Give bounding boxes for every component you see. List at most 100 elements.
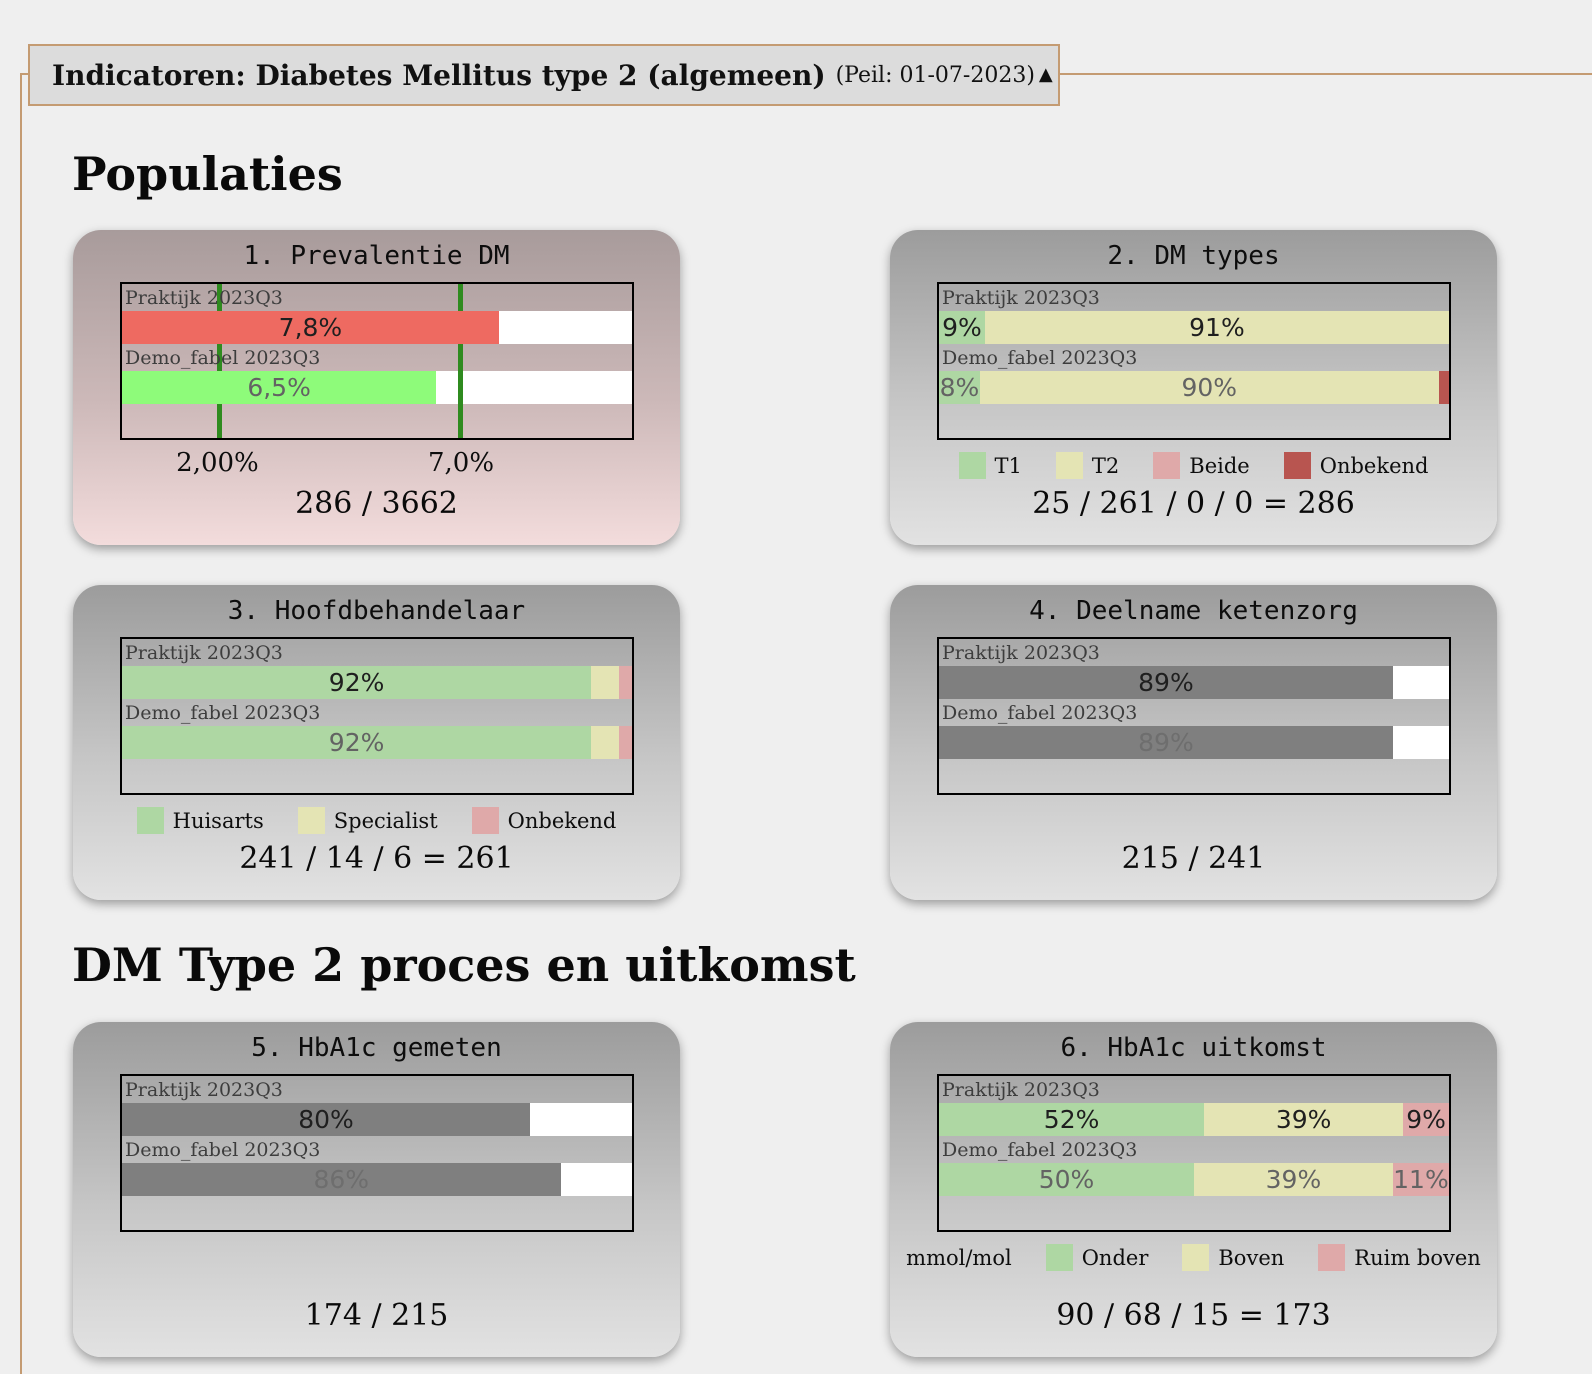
legend-item: T2 xyxy=(1055,452,1120,479)
legend: T1 T2 Beide Onbekend xyxy=(890,452,1497,479)
bar-segment: 6,5% xyxy=(122,371,437,404)
plot-area: Praktijk 2023Q3 80% Demo_fabel 2023Q3 86% xyxy=(120,1074,634,1232)
plot-area: Praktijk 2023Q3 52% 39% 9% Demo_fabel 2023Q3… xyxy=(937,1074,1451,1232)
indicator-panel: Indicatoren: Diabetes Mellitus type 2 (a… xyxy=(20,44,1592,1374)
panel-title: Indicatoren: Diabetes Mellitus type 2 (a… xyxy=(52,58,826,92)
legend-label: Huisarts xyxy=(172,808,264,833)
bar-segment xyxy=(618,726,632,759)
bar-track: 9% 91% xyxy=(939,311,1449,344)
plot-area: Praktijk 2023Q3 89% Demo_fabel 2023Q3 89% xyxy=(937,637,1451,795)
bar-segment: 9% xyxy=(1403,1103,1449,1136)
legend-item: Onbekend xyxy=(471,807,616,834)
legend-swatch xyxy=(1283,452,1311,479)
bar-segment: 80% xyxy=(122,1103,530,1136)
bar-track: 80% xyxy=(122,1103,632,1136)
indicator-card-3: 3. Hoofdbehandelaar Praktijk 2023Q3 92% Dem… xyxy=(73,585,680,900)
card-total: 215 / 241 xyxy=(1121,841,1266,876)
series-label: Praktijk 2023Q3 xyxy=(942,1079,1100,1101)
unit-label: mmol/mol xyxy=(906,1246,1012,1270)
card-title: 1. Prevalentie DM xyxy=(243,241,510,271)
bar-track: 52% 39% 9% xyxy=(939,1103,1449,1136)
legend-label: T2 xyxy=(1091,453,1120,478)
bar-segment xyxy=(618,666,632,699)
series-label: Demo_fabel 2023Q3 xyxy=(942,702,1138,724)
card-title: 2. DM types xyxy=(1107,241,1280,271)
axis-tick-label: 7,0% xyxy=(428,448,495,478)
bar-track: 89% xyxy=(939,666,1449,699)
panel-date: (Peil: 01-07-2023) xyxy=(835,62,1035,88)
bar-chart: Praktijk 2023Q3 92% Demo_fabel 2023Q3 92% xyxy=(120,637,634,795)
legend-item: Huisarts xyxy=(136,807,264,834)
bar-chart: Praktijk 2023Q3 9% 91% Demo_fabel 2023Q3 8% 9… xyxy=(937,282,1451,440)
legend-label: Onder xyxy=(1081,1245,1149,1270)
plot-area: Praktijk 2023Q3 9% 91% Demo_fabel 2023Q3 8% 9… xyxy=(937,282,1451,440)
indicator-card-5: 5. HbA1c gemeten Praktijk 2023Q3 80% Demo_f… xyxy=(73,1022,680,1357)
card-total: 286 / 3662 xyxy=(295,486,458,521)
section-proces-uitkomst: DM Type 2 proces en uitkomst 5. HbA1c ge… xyxy=(22,900,1592,1357)
bar-track: 89% xyxy=(939,726,1449,759)
legend-label: Ruim boven xyxy=(1354,1245,1481,1270)
indicator-card-2: 2. DM types Praktijk 2023Q3 9% 91% Demo_fabe… xyxy=(890,230,1497,545)
legend-swatch xyxy=(1045,1244,1073,1271)
legend-label: T1 xyxy=(994,453,1022,478)
bar-segment: 52% xyxy=(939,1103,1205,1136)
bar-segment: 92% xyxy=(122,726,592,759)
legend-label: Beide xyxy=(1189,453,1250,478)
bar-chart: Praktijk 2023Q3 7,8% Demo_fabel 2023Q3 6,5% xyxy=(120,282,634,440)
section-populaties: Populaties 1. Prevalentie DM Praktijk 202… xyxy=(22,75,1592,900)
bar-segment: 86% xyxy=(122,1163,561,1196)
norm-gridline xyxy=(458,284,464,438)
bar-track: 86% xyxy=(122,1163,632,1196)
section-title-populaties: Populaties xyxy=(72,147,343,201)
bar-track: 7,8% xyxy=(122,311,632,344)
legend-item: Boven xyxy=(1182,1244,1284,1271)
series-label: Praktijk 2023Q3 xyxy=(942,287,1100,309)
populaties-grid: 1. Prevalentie DM Praktijk 2023Q3 7,8% Demo… xyxy=(73,230,1592,900)
legend-item: T1 xyxy=(958,452,1022,479)
legend-swatch xyxy=(1055,452,1083,479)
legend-item: Onder xyxy=(1045,1244,1149,1271)
bar-segment: 90% xyxy=(979,371,1439,404)
card-total: 174 / 215 xyxy=(304,1298,449,1333)
legend-item: Onbekend xyxy=(1283,452,1429,479)
legend-swatch xyxy=(1318,1244,1346,1271)
legend-label: Onbekend xyxy=(1319,453,1429,478)
card-total: 241 / 14 / 6 = 261 xyxy=(239,841,514,876)
legend-item: Specialist xyxy=(297,807,438,834)
bar-segment: 89% xyxy=(939,666,1393,699)
legend-item: Ruim boven xyxy=(1318,1244,1481,1271)
series-label: Praktijk 2023Q3 xyxy=(125,287,283,309)
card-title: 4. Deelname ketenzorg xyxy=(1029,596,1358,626)
indicator-card-4: 4. Deelname ketenzorg Praktijk 2023Q3 89% D… xyxy=(890,585,1497,900)
bar-track: 92% xyxy=(122,666,632,699)
legend-label: mmol/mol xyxy=(906,1245,1012,1270)
legend-swatch xyxy=(136,807,164,834)
bar-chart: Praktijk 2023Q3 80% Demo_fabel 2023Q3 86% xyxy=(120,1074,634,1232)
bar-segment: 11% xyxy=(1392,1163,1449,1196)
indicator-card-6: 6. HbA1c uitkomst Praktijk 2023Q3 52% 39% 9%… xyxy=(890,1022,1497,1357)
legend-swatch xyxy=(1182,1244,1210,1271)
series-label: Demo_fabel 2023Q3 xyxy=(942,1139,1138,1161)
legend-swatch xyxy=(471,807,499,834)
accordion-header[interactable]: Indicatoren: Diabetes Mellitus type 2 (a… xyxy=(28,44,1060,106)
series-label: Demo_fabel 2023Q3 xyxy=(125,702,321,724)
legend-swatch xyxy=(1153,452,1181,479)
axis-tick-label: 2,00% xyxy=(176,448,259,478)
legend-swatch xyxy=(297,807,325,834)
plot-area: Praktijk 2023Q3 92% Demo_fabel 2023Q3 92% xyxy=(120,637,634,795)
bar-segment: 39% xyxy=(1194,1163,1393,1196)
bar-track: 8% 90% xyxy=(939,371,1449,404)
bar-segment: 91% xyxy=(984,311,1449,344)
legend-label: Boven xyxy=(1218,1245,1285,1270)
bar-segment: 92% xyxy=(122,666,592,699)
bar-segment xyxy=(591,666,619,699)
bar-segment xyxy=(1438,371,1449,404)
series-label: Demo_fabel 2023Q3 xyxy=(125,1139,321,1161)
bar-segment: 50% xyxy=(939,1163,1194,1196)
bar-segment: 9% xyxy=(939,311,985,344)
series-label: Demo_fabel 2023Q3 xyxy=(125,347,321,369)
bar-track: 92% xyxy=(122,726,632,759)
collapse-arrow-icon[interactable]: ▲ xyxy=(1038,64,1053,85)
legend: mmol/mol Onder Boven Ruim boven xyxy=(890,1244,1497,1271)
bar-segment: 39% xyxy=(1204,1103,1404,1136)
